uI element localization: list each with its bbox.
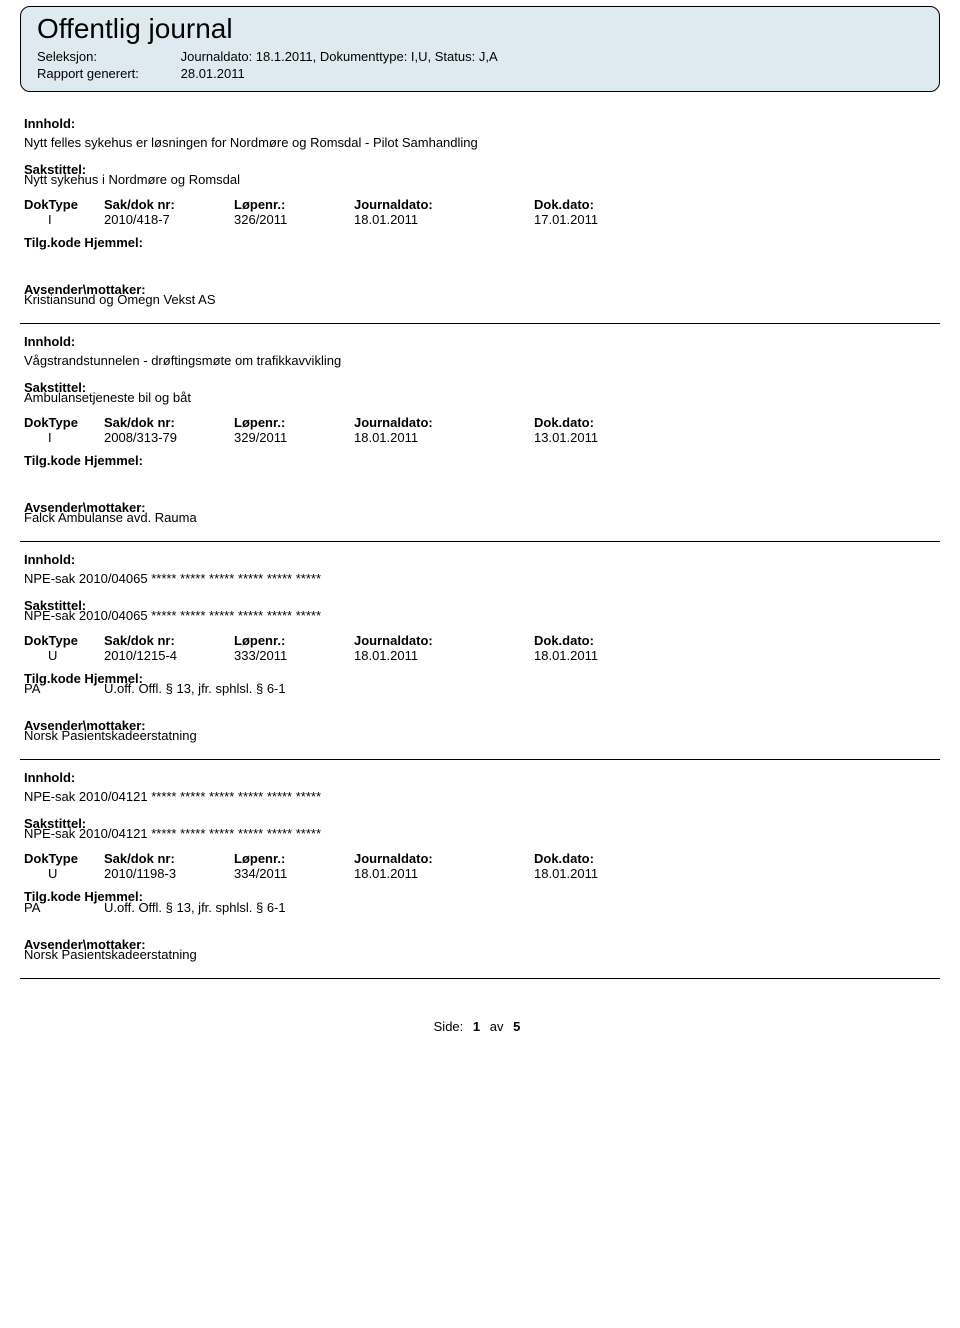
av-label: av: [490, 1019, 504, 1034]
doc-value-row: U 2010/1215-4 333/2011 18.01.2011 18.01.…: [24, 648, 936, 663]
innhold-label: Innhold:: [24, 770, 936, 785]
innhold-text: Vågstrandstunnelen - drøftingsmøte om tr…: [24, 353, 936, 368]
page-current: 1: [473, 1019, 480, 1034]
col-doktype-label: DokType: [24, 415, 104, 430]
lopenr-value: 334/2011: [234, 866, 354, 881]
col-lopenr-label: Løpenr.:: [234, 633, 354, 648]
spacer: [24, 488, 936, 502]
col-dokdato-label: Dok.dato:: [534, 633, 654, 648]
seleksjon-value: Journaldato: 18.1.2011, Dokumenttype: I,…: [181, 49, 498, 64]
journaldato-value: 18.01.2011: [354, 648, 534, 663]
doc-value-row: U 2010/1198-3 334/2011 18.01.2011 18.01.…: [24, 866, 936, 881]
innhold-label: Innhold:: [24, 116, 936, 131]
tilg-value: PAU.off. Offl. § 13, jfr. sphlsl. § 6-1: [24, 681, 936, 696]
innhold-label: Innhold:: [24, 552, 936, 567]
journal-entry: Innhold: NPE-sak 2010/04065 ***** ***** …: [20, 542, 940, 759]
dokdato-value: 13.01.2011: [534, 430, 654, 445]
tilg-code: PA: [24, 681, 104, 696]
lopenr-value: 333/2011: [234, 648, 354, 663]
journaldato-value: 18.01.2011: [354, 866, 534, 881]
spacer: [24, 270, 936, 284]
saknr-value: 2010/1215-4: [104, 648, 234, 663]
sakstittel-text: NPE-sak 2010/04065 ***** ***** ***** ***…: [24, 608, 936, 623]
doc-value-row: I 2010/418-7 326/2011 18.01.2011 17.01.2…: [24, 212, 936, 227]
doc-header-row: DokType Sak/dok nr: Løpenr.: Journaldato…: [24, 415, 936, 430]
col-saknr-label: Sak/dok nr:: [104, 415, 234, 430]
entries-container: Innhold: Nytt felles sykehus er løsninge…: [20, 106, 940, 979]
saknr-value: 2008/313-79: [104, 430, 234, 445]
col-saknr-label: Sak/dok nr:: [104, 851, 234, 866]
saknr-value: 2010/418-7: [104, 212, 234, 227]
rapport-row: Rapport generert: 28.01.2011: [37, 66, 923, 81]
col-dokdato-label: Dok.dato:: [534, 415, 654, 430]
footer: Side: 1 av 5: [20, 1019, 940, 1034]
doktype-value: I: [24, 212, 104, 227]
journaldato-value: 18.01.2011: [354, 212, 534, 227]
dokdato-value: 17.01.2011: [534, 212, 654, 227]
spacer: [24, 925, 936, 939]
col-dokdato-label: Dok.dato:: [534, 851, 654, 866]
tilg-text: U.off. Offl. § 13, jfr. sphlsl. § 6-1: [104, 681, 286, 696]
journal-entry: Innhold: NPE-sak 2010/04121 ***** ***** …: [20, 760, 940, 977]
tilg-value: [24, 463, 936, 478]
innhold-text: NPE-sak 2010/04065 ***** ***** ***** ***…: [24, 571, 936, 586]
col-saknr-label: Sak/dok nr:: [104, 197, 234, 212]
doc-header-row: DokType Sak/dok nr: Løpenr.: Journaldato…: [24, 633, 936, 648]
seleksjon-label: Seleksjon:: [37, 49, 177, 64]
col-journaldato-label: Journaldato:: [354, 633, 534, 648]
page-total: 5: [513, 1019, 520, 1034]
tilg-value: [24, 245, 936, 260]
innhold-label: Innhold:: [24, 334, 936, 349]
doc-value-row: I 2008/313-79 329/2011 18.01.2011 13.01.…: [24, 430, 936, 445]
doc-header-row: DokType Sak/dok nr: Løpenr.: Journaldato…: [24, 851, 936, 866]
doc-header-row: DokType Sak/dok nr: Løpenr.: Journaldato…: [24, 197, 936, 212]
page-title: Offentlig journal: [37, 13, 923, 45]
journal-entry: Innhold: Nytt felles sykehus er løsninge…: [20, 106, 940, 323]
col-doktype-label: DokType: [24, 633, 104, 648]
rapport-label: Rapport generert:: [37, 66, 177, 81]
avsender-text: Falck Ambulanse avd. Rauma: [24, 510, 936, 525]
col-journaldato-label: Journaldato:: [354, 415, 534, 430]
dokdato-value: 18.01.2011: [534, 866, 654, 881]
side-label: Side:: [434, 1019, 464, 1034]
col-journaldato-label: Journaldato:: [354, 851, 534, 866]
col-doktype-label: DokType: [24, 851, 104, 866]
lopenr-value: 326/2011: [234, 212, 354, 227]
avsender-text: Norsk Pasientskadeerstatning: [24, 728, 936, 743]
col-journaldato-label: Journaldato:: [354, 197, 534, 212]
doktype-value: U: [24, 648, 104, 663]
journal-entry: Innhold: Vågstrandstunnelen - drøftingsm…: [20, 324, 940, 541]
col-saknr-label: Sak/dok nr:: [104, 633, 234, 648]
journaldato-value: 18.01.2011: [354, 430, 534, 445]
sakstittel-text: Ambulansetjeneste bil og båt: [24, 390, 936, 405]
divider: [20, 978, 940, 979]
lopenr-value: 329/2011: [234, 430, 354, 445]
col-lopenr-label: Løpenr.:: [234, 851, 354, 866]
tilg-text: U.off. Offl. § 13, jfr. sphlsl. § 6-1: [104, 900, 286, 915]
header-box: Offentlig journal Seleksjon: Journaldato…: [20, 6, 940, 92]
saknr-value: 2010/1198-3: [104, 866, 234, 881]
col-doktype-label: DokType: [24, 197, 104, 212]
tilg-code: PA: [24, 900, 104, 915]
seleksjon-row: Seleksjon: Journaldato: 18.1.2011, Dokum…: [37, 49, 923, 64]
sakstittel-text: NPE-sak 2010/04121 ***** ***** ***** ***…: [24, 826, 936, 841]
sakstittel-text: Nytt sykehus i Nordmøre og Romsdal: [24, 172, 936, 187]
dokdato-value: 18.01.2011: [534, 648, 654, 663]
rapport-value: 28.01.2011: [181, 66, 245, 81]
spacer: [24, 706, 936, 720]
tilg-value: PAU.off. Offl. § 13, jfr. sphlsl. § 6-1: [24, 900, 936, 915]
col-lopenr-label: Løpenr.:: [234, 415, 354, 430]
doktype-value: U: [24, 866, 104, 881]
col-dokdato-label: Dok.dato:: [534, 197, 654, 212]
col-lopenr-label: Løpenr.:: [234, 197, 354, 212]
avsender-text: Kristiansund og Omegn Vekst AS: [24, 292, 936, 307]
innhold-text: NPE-sak 2010/04121 ***** ***** ***** ***…: [24, 789, 936, 804]
innhold-text: Nytt felles sykehus er løsningen for Nor…: [24, 135, 936, 150]
avsender-text: Norsk Pasientskadeerstatning: [24, 947, 936, 962]
doktype-value: I: [24, 430, 104, 445]
